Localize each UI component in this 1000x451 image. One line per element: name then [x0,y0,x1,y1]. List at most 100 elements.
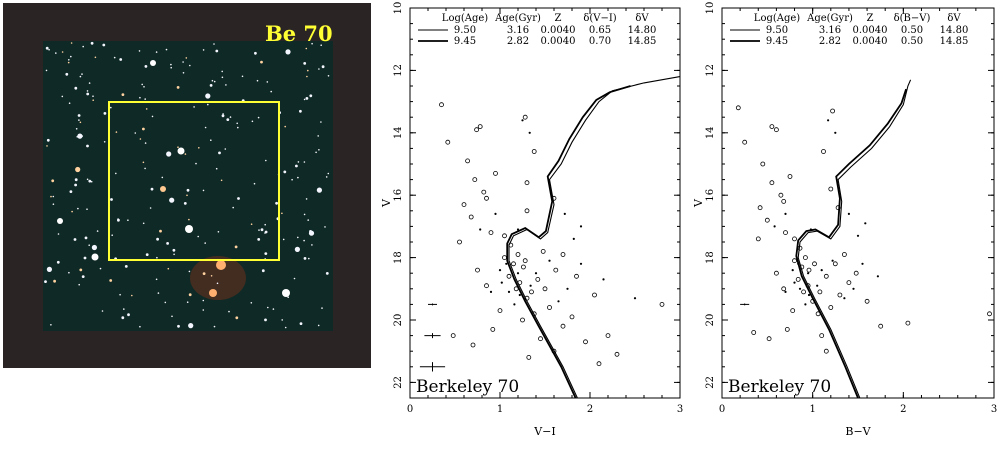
star-point [742,139,748,145]
field-star [225,84,227,86]
field-star [78,283,80,286]
field-star [260,228,264,232]
legend-cell: 14.80 [628,25,657,36]
star-point [778,192,784,198]
field-star [138,50,141,52]
field-star [70,42,73,44]
field-star [228,310,230,313]
star-point [524,208,530,214]
star-dot [797,262,800,265]
star-dot [516,272,520,275]
field-star [124,265,128,268]
star-dot [809,228,812,231]
field-star [73,238,77,241]
field-star [237,126,239,129]
field-star [327,75,330,77]
field-star [308,230,315,236]
star-point [659,301,665,307]
field-star [44,280,47,283]
field-star [101,310,104,312]
field-star [115,131,118,133]
y-axis-title: V [380,198,393,208]
star-point [475,267,480,273]
star-dot [856,234,860,237]
star-point [484,283,489,289]
field-star [91,244,97,251]
star-dot [557,300,560,303]
field-star [119,293,121,296]
field-star [186,301,189,304]
legend-cell: 0.0040 [853,36,888,47]
star-dot [633,297,637,300]
bright-star [160,186,166,192]
field-star [170,63,172,66]
star-point [439,102,444,108]
nebula-glow [190,256,246,300]
field-star [102,43,106,47]
stars [735,105,992,354]
field-star [327,172,330,175]
field-star [79,268,83,272]
field-star [311,42,313,45]
star-point [520,317,525,323]
field-star [144,98,146,100]
y-tick-label: 22 [705,376,716,389]
star-point [878,323,884,329]
star-point [490,326,496,332]
field-star [226,118,230,121]
star-dot [816,284,819,287]
y-tick-label: 20 [393,314,404,327]
field-star [51,179,55,183]
field-star [287,296,290,299]
field-star [222,113,224,115]
x-axis-title: V−I [533,425,556,438]
field-star [306,75,308,78]
field-star [254,51,257,55]
field-star [188,293,192,297]
field-star [84,236,88,240]
legend-header: Age(Gyr) [494,13,541,24]
star-point [832,261,838,267]
field-star [257,238,261,241]
field-star [142,222,145,225]
bright-star [216,260,226,270]
legend-cell: 9.50 [454,25,476,36]
star-point [560,252,566,257]
error-bars [419,303,446,372]
cluster-annotation: Berkeley 70 [416,377,519,397]
field-star [182,72,185,74]
star-point [614,351,620,357]
x-tick-label: 0 [719,404,725,415]
field-star [215,49,219,53]
field-star [184,153,187,155]
star-point [450,333,456,339]
star-point [540,248,546,254]
star-point [781,286,787,292]
x-tick-label: 0 [407,404,413,415]
star-dot [528,131,531,134]
star-point [508,242,514,248]
field-star [50,324,52,326]
star-point [457,239,462,245]
star-dot [831,259,834,262]
field-star [141,83,143,86]
field-star [164,301,167,304]
field-star [213,43,215,45]
field-star [307,219,310,221]
field-star [320,121,322,123]
star-dot [521,119,524,122]
field-star [210,139,212,141]
isochrones [795,79,912,399]
star-point [513,286,519,292]
field-star [325,176,328,178]
field-star [272,308,275,310]
star-dot [827,119,830,122]
star-dot [864,222,867,225]
field-star [74,183,77,187]
field-star [61,95,64,98]
star-dot [876,275,879,278]
star-point [774,270,779,276]
field-star [68,102,71,104]
bright-star [209,289,217,297]
